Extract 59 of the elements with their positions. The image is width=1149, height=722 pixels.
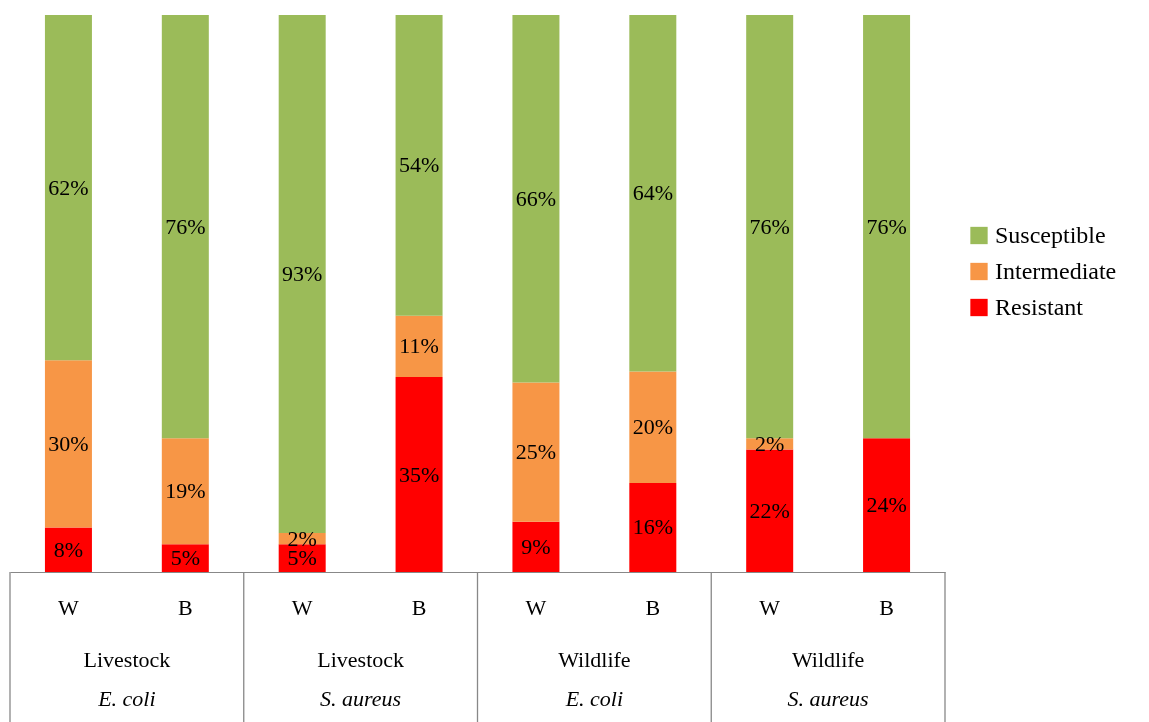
data-label: 30% xyxy=(48,430,89,456)
text: Livestock xyxy=(317,647,405,672)
bar xyxy=(629,371,677,483)
text: S. aureus xyxy=(320,686,402,711)
data-label: 66% xyxy=(515,185,557,211)
text: Livestock xyxy=(83,647,171,672)
data-label: 19% xyxy=(165,478,206,504)
data-label: 76% xyxy=(165,213,206,239)
x-tick-label: W xyxy=(525,594,547,620)
text: S. aureus xyxy=(787,686,869,711)
bar xyxy=(44,15,92,361)
data-label: 9% xyxy=(521,533,551,559)
x-tick-label: W xyxy=(58,594,80,620)
bar xyxy=(278,15,326,534)
legend-label: Susceptible xyxy=(995,221,1106,248)
bar xyxy=(863,15,911,439)
bar xyxy=(512,521,560,572)
bar xyxy=(629,15,677,372)
data-label: 2% xyxy=(755,430,785,456)
data-label: 62% xyxy=(48,174,89,200)
bar xyxy=(512,15,560,383)
bar xyxy=(44,360,92,528)
x-tick-label: B xyxy=(411,594,427,620)
bar xyxy=(746,449,794,572)
text: Wildlife xyxy=(791,647,865,672)
bar xyxy=(44,527,92,572)
x-tick-label: W xyxy=(759,594,781,620)
data-label: 22% xyxy=(749,497,790,523)
x-tick-label: W xyxy=(291,594,313,620)
bar xyxy=(395,377,443,572)
bar xyxy=(629,482,677,572)
legend-label: Resistant xyxy=(995,293,1084,320)
x-tick-label: B xyxy=(645,594,661,620)
data-label: 93% xyxy=(282,261,323,287)
data-label: 25% xyxy=(515,439,557,465)
data-label: 11% xyxy=(399,333,439,359)
data-label: 8% xyxy=(53,536,84,562)
bar xyxy=(395,15,443,316)
data-label: 35% xyxy=(398,461,440,487)
bar xyxy=(512,382,560,522)
text: Wildlife xyxy=(558,647,631,672)
x-tick-label: B xyxy=(177,594,193,620)
data-label: 16% xyxy=(632,514,673,540)
x-tick-label: B xyxy=(879,594,894,620)
text: E. coli xyxy=(564,686,624,711)
bar xyxy=(395,315,443,378)
bar xyxy=(161,15,209,439)
data-label: 54% xyxy=(398,152,440,178)
bar xyxy=(746,15,794,439)
data-label: 76% xyxy=(866,213,907,239)
legend-label: Intermediate xyxy=(995,257,1117,284)
text: E. coli xyxy=(97,686,156,711)
bar xyxy=(161,438,209,545)
data-label: 76% xyxy=(749,213,790,239)
data-label: 64% xyxy=(632,180,673,206)
data-label: 5% xyxy=(170,545,200,571)
bar xyxy=(863,438,911,572)
data-label: 24% xyxy=(866,492,907,518)
data-label: 20% xyxy=(632,414,673,440)
